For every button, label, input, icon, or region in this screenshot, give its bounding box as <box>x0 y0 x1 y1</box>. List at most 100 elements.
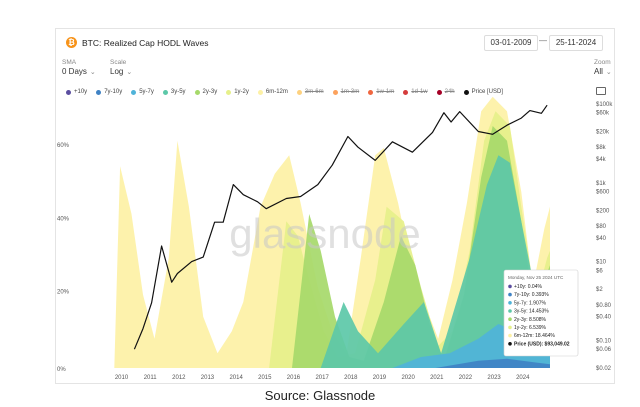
sma-value: 0 Days <box>62 67 87 76</box>
legend-item[interactable]: 1y-2y <box>226 89 249 95</box>
legend-dot-icon <box>463 89 469 95</box>
x-tick: 2020 <box>401 375 415 381</box>
x-tick: 2011 <box>144 375 158 381</box>
date-separator: — <box>539 36 547 45</box>
scale-value: Log <box>110 67 124 76</box>
x-tick: 2016 <box>287 375 301 381</box>
y-right-tick: $8k <box>596 145 607 151</box>
chevron-down-icon: ⌄ <box>126 69 133 76</box>
y-right-tick: $80 <box>596 224 607 230</box>
legend-item[interactable]: 5y-7y <box>131 89 154 95</box>
y-right-tick: $10 <box>596 260 607 266</box>
legend-item[interactable]: Price [USD] <box>463 89 503 95</box>
y-left-tick: 40% <box>57 216 70 222</box>
x-tick: 2017 <box>315 375 329 381</box>
chart-plot: glassnode 60% 40% 20% 0% $100k $60k $20k $8k $4k $… <box>57 96 613 381</box>
legend-label: 6m-12m <box>265 89 288 95</box>
legend-item[interactable]: +10y <box>66 89 87 95</box>
y-right-tick: $20k <box>596 130 610 136</box>
legend-label: 3y-5y <box>170 89 186 95</box>
legend-label: 1w-1m <box>376 89 395 95</box>
legend-item[interactable]: 6m-12m <box>257 89 288 95</box>
tooltip-row: 7y-10y: 0.393% <box>514 292 549 298</box>
y-right-tick: $2 <box>596 287 603 293</box>
source-caption: Source: Glassnode <box>264 388 376 403</box>
legend-label: 2y-3y <box>202 89 218 95</box>
tooltip-dot-icon <box>508 309 512 313</box>
legend-item[interactable]: 7y-10y <box>96 89 122 95</box>
y-right-tick: $0.80 <box>596 303 612 309</box>
x-tick: 2013 <box>201 375 215 381</box>
tooltip-row: 1y-2y: 6.539% <box>514 325 547 331</box>
wave-band <box>320 155 550 368</box>
legend-dot-icon <box>403 89 409 95</box>
tooltip-row: +10y: 0.04% <box>514 284 542 290</box>
legend-label: +10y <box>74 89 88 95</box>
tooltip-row: 3y-5y: 14.453% <box>514 309 549 315</box>
legend-label: 1d-1w <box>411 89 428 95</box>
y-right-tick: $0.40 <box>596 315 612 321</box>
legend-dot-icon <box>194 89 200 95</box>
tooltip-dot-icon <box>508 342 512 346</box>
legend-item[interactable]: 3y-5y <box>162 89 186 95</box>
tooltip-row: 6m-12m: 18.464% <box>514 333 555 339</box>
tooltip-dot-icon <box>508 325 512 330</box>
tooltip-dot-icon <box>508 292 512 297</box>
tooltip-row: Price (USD): $93,049.02 <box>514 341 570 347</box>
legend-item[interactable]: 1m-3m <box>332 89 360 95</box>
x-tick: 2015 <box>258 375 272 381</box>
end-date-input[interactable]: 25-11-2024 <box>549 35 603 51</box>
legend-dot-icon <box>96 89 102 95</box>
x-tick: 2023 <box>487 375 501 381</box>
x-tick: 2018 <box>344 375 358 381</box>
y-right-tick: $0.06 <box>596 347 612 353</box>
legend-label: 7y-10y <box>104 89 123 95</box>
y-right-tick: $0.02 <box>596 366 612 372</box>
legend-dot-icon <box>131 89 137 95</box>
legend-dot-icon <box>226 89 232 95</box>
y-left-tick: 60% <box>57 143 70 149</box>
bitcoin-icon: ₿ <box>66 37 77 48</box>
legend-item[interactable]: 1w-1m <box>368 89 394 95</box>
x-tick: 2012 <box>172 375 186 381</box>
y-right-tick: $0.10 <box>596 338 612 344</box>
legend-dot-icon <box>257 89 263 95</box>
camera-icon[interactable] <box>596 87 606 95</box>
sma-label: SMA <box>62 59 77 66</box>
legend-item[interactable]: 3m-6m <box>296 89 324 95</box>
tooltip-row: 2y-3y: 8.508% <box>514 317 547 323</box>
x-tick: 2021 <box>430 375 444 381</box>
legend-label: 1y-2y <box>234 89 249 95</box>
legend-label: 1m-3m <box>340 89 360 95</box>
x-tick: 2022 <box>459 375 473 381</box>
y-right-tick: $600 <box>596 190 610 196</box>
legend-item[interactable]: 1d-1w <box>403 89 428 95</box>
tooltip-dot-icon <box>508 333 512 338</box>
legend-item[interactable]: 24h <box>436 89 455 95</box>
legend-dot-icon <box>368 89 374 95</box>
watermark: glassnode <box>229 210 420 257</box>
y-right-tick: $60k <box>596 111 610 117</box>
chart-header: ₿ BTC: Realized Cap HODL Waves <box>66 37 208 48</box>
start-date-input[interactable]: 03-01-2009 <box>484 35 538 51</box>
tooltip-dot-icon <box>508 284 512 289</box>
legend-item[interactable]: 2y-3y <box>194 89 218 95</box>
chart-title: BTC: Realized Cap HODL Waves <box>82 37 209 48</box>
chevron-down-icon: ⌄ <box>605 69 612 76</box>
zoom-value: All <box>594 67 603 76</box>
zoom-select[interactable]: Zoom All ⌄ <box>594 59 612 76</box>
x-tick: 2024 <box>516 375 530 381</box>
scale-select[interactable]: Scale Log ⌄ <box>110 59 132 76</box>
chart-legend: +10y 7y-10y 5y-7y 3y-5y 2y-3y 1y-2y 6m-12m 3m-6… <box>66 89 512 95</box>
legend-dot-icon <box>66 89 71 95</box>
y-right-tick: $40 <box>596 236 607 242</box>
tooltip-box <box>503 269 579 357</box>
x-tick: 2010 <box>115 375 129 381</box>
zoom-label: Zoom <box>594 59 611 66</box>
x-tick: 2019 <box>373 375 387 381</box>
price-line <box>133 104 548 350</box>
legend-label: 5y-7y <box>139 89 154 95</box>
chevron-down-icon: ⌄ <box>89 69 96 76</box>
sma-select[interactable]: SMA 0 Days ⌄ <box>62 59 96 76</box>
y-right-tick: $200 <box>596 208 610 214</box>
